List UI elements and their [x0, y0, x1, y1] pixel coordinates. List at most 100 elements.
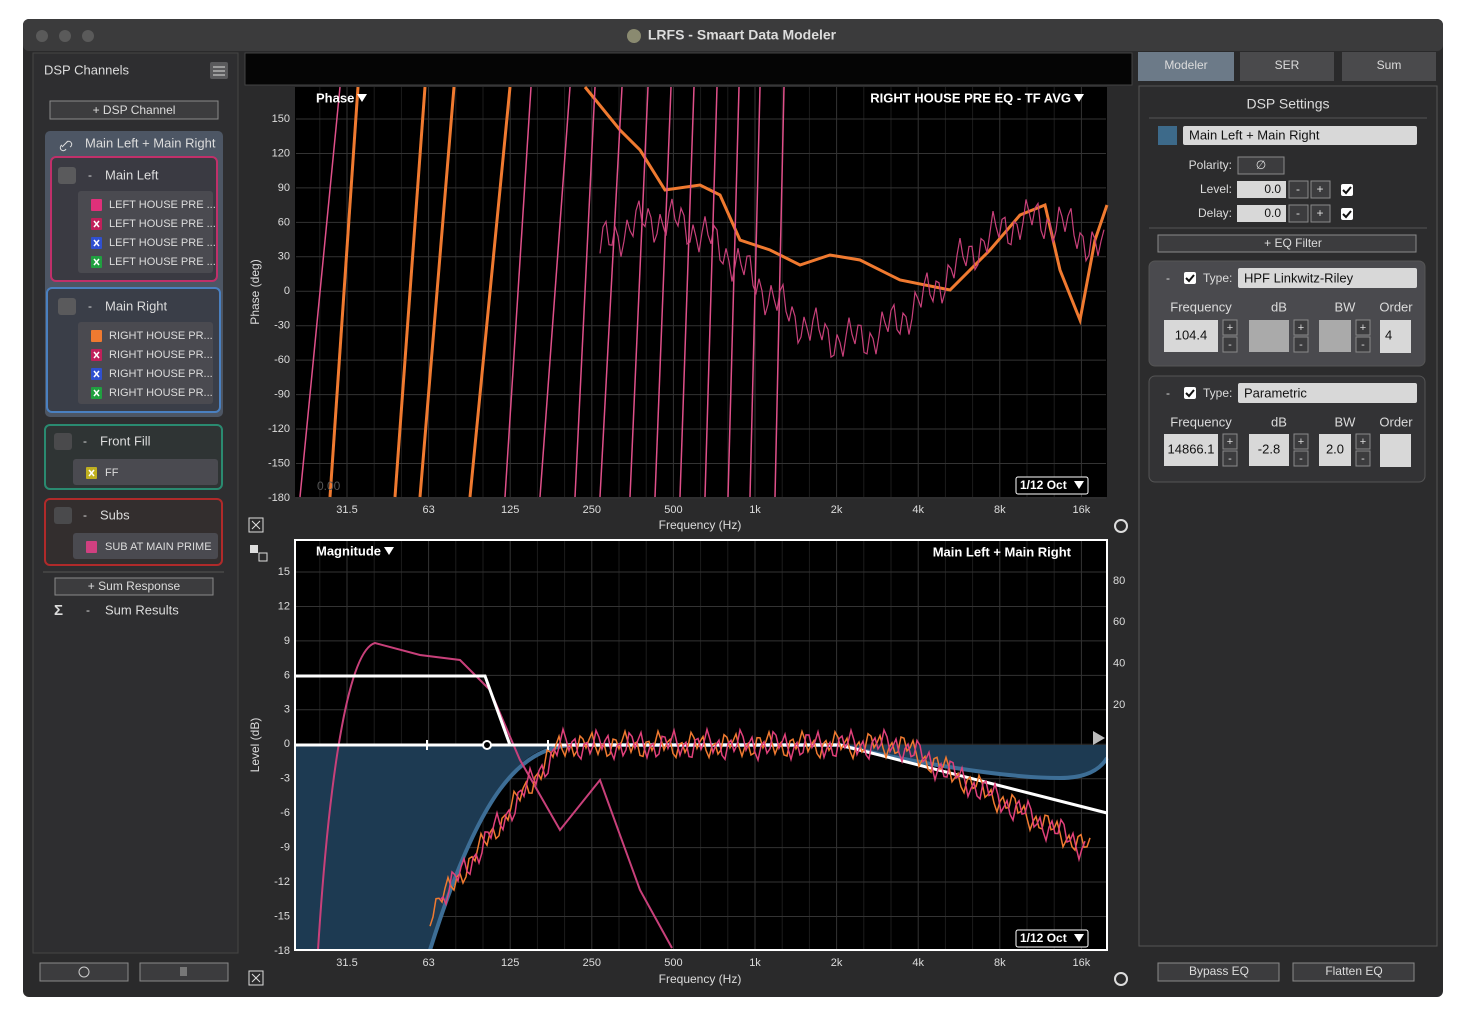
spin-up[interactable] [1222, 433, 1238, 450]
y-tick-label: 0 [284, 738, 290, 750]
delay-checkbox[interactable] [1341, 208, 1353, 220]
source-name[interactable]: LEFT HOUSE PRE ... [109, 199, 216, 211]
plus-label: + [1316, 182, 1323, 196]
source-name[interactable]: SUB AT MAIN PRIME [105, 541, 212, 553]
spin-down[interactable] [1355, 450, 1371, 467]
phase-wrap [679, 86, 695, 498]
y2-tick-label: 40 [1113, 658, 1125, 670]
resolution-box[interactable] [1015, 476, 1089, 495]
channel-name: Main Right [105, 298, 168, 313]
source-name[interactable]: LEFT HOUSE PRE ... [109, 218, 216, 230]
spin-up[interactable] [1293, 319, 1309, 336]
y2-tick-label: 60 [1113, 616, 1125, 628]
spin-down[interactable] [1222, 336, 1238, 353]
resolution-box[interactable] [1015, 929, 1089, 948]
settings-button[interactable] [1114, 972, 1128, 986]
spin-up[interactable] [1222, 319, 1238, 336]
filter-checkbox[interactable] [1184, 272, 1196, 284]
source-name[interactable]: FF [105, 467, 119, 479]
filter-node[interactable] [482, 740, 492, 750]
range-handle[interactable] [1093, 731, 1105, 745]
layout-button[interactable] [250, 545, 258, 553]
source-list [73, 459, 218, 485]
level-checkbox[interactable] [1341, 184, 1353, 196]
polarity-button[interactable] [1237, 156, 1285, 175]
spin-label: + [1298, 322, 1304, 334]
source-icon-mark [93, 258, 100, 266]
tab[interactable] [1342, 52, 1436, 81]
value-field[interactable] [1249, 434, 1289, 466]
value-field[interactable] [1319, 320, 1351, 352]
level-plus[interactable] [1310, 180, 1331, 199]
spin-up[interactable] [1355, 433, 1371, 450]
close-plot-button[interactable] [248, 517, 264, 533]
source-icon-mark [88, 469, 95, 477]
source-name[interactable]: RIGHT HOUSE PR... [109, 368, 213, 380]
value-field[interactable] [1319, 434, 1351, 466]
filter-checkbox[interactable] [1184, 387, 1196, 399]
add-sum-button[interactable] [54, 577, 214, 596]
phase-trace-name[interactable]: RIGHT HOUSE PRE EQ - TF AVG [870, 90, 1071, 105]
dropdown-arrow [357, 94, 367, 102]
speaker-button[interactable] [58, 298, 76, 315]
speaker-button[interactable] [58, 167, 76, 184]
y-tick-label: 120 [272, 147, 290, 159]
minus-label: - [1296, 182, 1300, 196]
source-name[interactable]: LEFT HOUSE PRE ... [109, 256, 216, 268]
spin-up[interactable] [1293, 433, 1309, 450]
delay-plus[interactable] [1310, 204, 1331, 223]
spin-down[interactable] [1222, 450, 1238, 467]
polarity-value: ∅ [1256, 158, 1266, 172]
magnitude-title[interactable]: Magnitude [316, 543, 381, 558]
tab[interactable] [1240, 52, 1334, 81]
minimize-button[interactable] [59, 30, 71, 42]
spin-up[interactable] [1355, 319, 1371, 336]
y-tick-label: -150 [268, 457, 290, 469]
value-field[interactable] [1164, 320, 1218, 352]
type-dropdown[interactable] [1238, 383, 1417, 403]
target-curve [295, 674, 512, 746]
value-field[interactable] [1249, 320, 1289, 352]
source-name[interactable]: RIGHT HOUSE PR... [109, 387, 213, 399]
delay-field[interactable] [1237, 205, 1286, 222]
add-eq-label: + EQ Filter [1264, 236, 1322, 250]
channel-dropdown[interactable] [1183, 126, 1417, 145]
level-minus[interactable] [1288, 180, 1309, 199]
close-plot-button[interactable] [248, 970, 264, 986]
type-dropdown[interactable] [1238, 268, 1417, 288]
source-icon [86, 541, 97, 553]
source-name[interactable]: RIGHT HOUSE PR... [109, 330, 213, 342]
add-eq-button[interactable] [1157, 234, 1417, 253]
flatten-button[interactable] [1292, 962, 1415, 982]
y-tick-label: -6 [280, 807, 290, 819]
level-field[interactable] [1237, 181, 1286, 198]
spin-down[interactable] [1293, 450, 1309, 467]
sidebar: DSP Channels + DSP Channel Main Left + M… [32, 52, 239, 982]
source-icon-mark [93, 220, 100, 228]
dsp-panel [1138, 85, 1438, 947]
plot-border [294, 539, 1108, 951]
zoom-button[interactable] [82, 30, 94, 42]
info-button[interactable] [39, 962, 129, 982]
filter-handle[interactable] [426, 740, 549, 750]
order-field[interactable] [1380, 320, 1411, 353]
phase-title[interactable]: Phase [316, 90, 354, 105]
source-name[interactable]: RIGHT HOUSE PR... [109, 349, 213, 361]
close-button[interactable] [36, 30, 48, 42]
spin-down[interactable] [1355, 336, 1371, 353]
add-channel-button[interactable] [49, 100, 219, 120]
spin-down[interactable] [1293, 336, 1309, 353]
level-label: Level: [1200, 182, 1232, 196]
source-icon-mark [93, 370, 100, 378]
source-name[interactable]: LEFT HOUSE PRE ... [109, 237, 216, 249]
settings-button[interactable] [1114, 519, 1128, 533]
delay-minus[interactable] [1288, 204, 1309, 223]
bypass-button[interactable] [1157, 962, 1280, 982]
value-field[interactable] [1164, 434, 1218, 466]
order-field[interactable] [1380, 434, 1411, 467]
tab[interactable] [1138, 52, 1234, 81]
source-icon-mark [93, 389, 100, 397]
speaker-button[interactable] [54, 433, 72, 450]
dsp-title: DSP Settings [1246, 96, 1329, 112]
speaker-button[interactable] [54, 507, 72, 524]
